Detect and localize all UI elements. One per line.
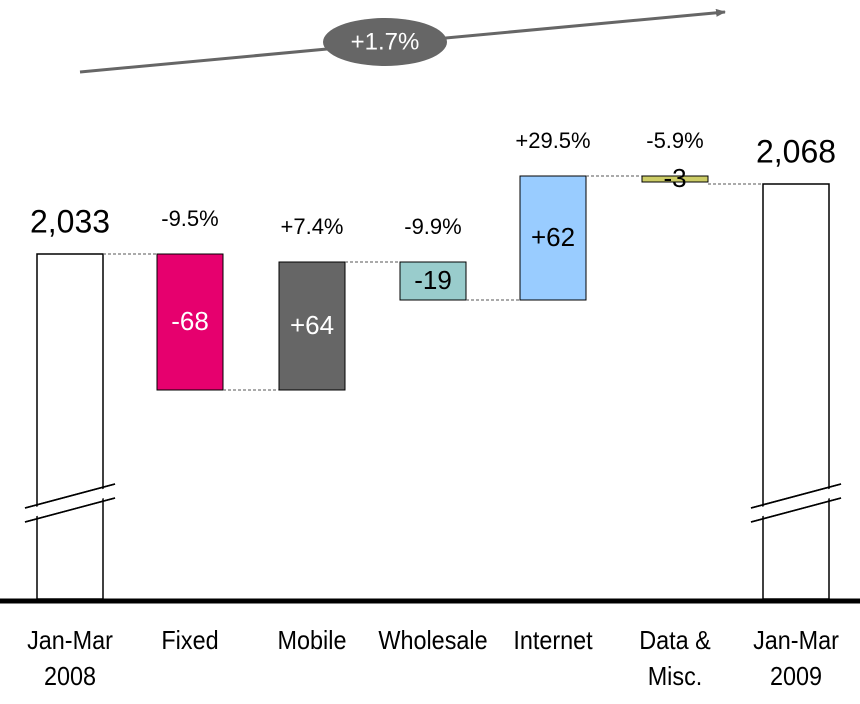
- growth-label: +29.5%: [515, 128, 590, 153]
- axis-break-gap: [751, 486, 841, 519]
- delta-bar: [399, 261, 467, 301]
- delta-bar: [156, 253, 224, 391]
- category-label: Wholesale: [378, 625, 488, 655]
- category-label: Jan-Mar 2009: [753, 625, 839, 691]
- value-label: 2,068: [756, 133, 836, 169]
- axis-break: [24, 483, 116, 509]
- value-label: +64: [290, 310, 334, 340]
- value-label: 2,033: [30, 203, 110, 239]
- category-label: Internet: [513, 625, 593, 655]
- delta-bar: [519, 175, 587, 301]
- axis-break: [750, 497, 842, 523]
- category-label: Fixed: [161, 625, 219, 655]
- category-label: Data & Misc.: [639, 625, 711, 691]
- growth-label: +7.4%: [281, 214, 344, 239]
- axis-break: [24, 497, 116, 523]
- value-label: +62: [531, 222, 575, 252]
- total-bar: [36, 253, 104, 600]
- growth-label: -9.5%: [161, 206, 218, 231]
- value-label: -3: [663, 163, 686, 193]
- growth-label: -9.9%: [404, 214, 461, 239]
- value-label: -68: [171, 306, 209, 336]
- axis-break: [750, 483, 842, 509]
- annotation: +1.7%: [351, 28, 420, 55]
- total-bar: [762, 183, 830, 600]
- delta-bar: [278, 261, 346, 391]
- axis-break-gap: [25, 486, 115, 519]
- growth-label: -5.9%: [646, 128, 703, 153]
- category-label: Mobile: [277, 625, 347, 655]
- delta-bar: [641, 175, 709, 183]
- annotation-bubble: [323, 18, 447, 66]
- category-label: Jan-Mar 2008: [27, 625, 113, 691]
- value-label: -19: [414, 265, 452, 295]
